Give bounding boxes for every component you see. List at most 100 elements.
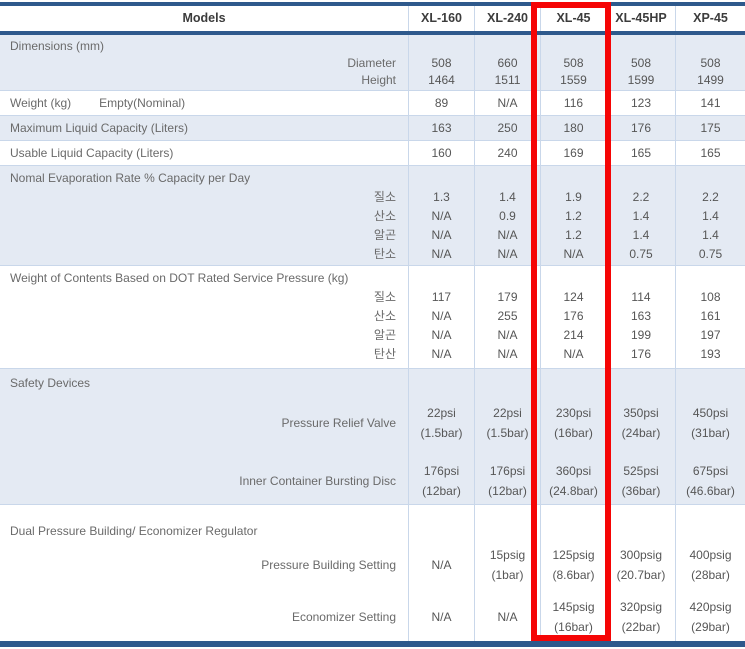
section-title: Safety Devices xyxy=(10,376,91,390)
section-safety-devices: Safety Devices Pressure Relief Valve Inn… xyxy=(0,368,745,504)
cell-value: 145psig (16bar) xyxy=(552,600,595,634)
cell-value: N/A xyxy=(474,91,540,115)
cell-value: 117 xyxy=(431,290,452,304)
table-header-row: Models XL-160 XL-240 XL-45 XL-45HP XP-45 xyxy=(0,6,745,31)
cell-value: N/A xyxy=(431,247,452,261)
cell-value: 230psi (16bar) xyxy=(554,406,593,440)
cell-value: 161 xyxy=(700,309,721,323)
cell-value: N/A xyxy=(431,328,452,342)
cell-value: N/A xyxy=(431,347,452,361)
cell-value: N/A xyxy=(497,347,518,361)
cell-value: 0.75 xyxy=(629,247,653,261)
cell-value: 1499 xyxy=(697,73,724,87)
cell-value: 197 xyxy=(700,328,721,342)
row-label: Weight (kg) xyxy=(10,96,72,110)
row-label: Pressure Building Setting xyxy=(261,558,396,572)
section-title: Dimensions (mm) xyxy=(10,39,105,53)
cell-value: 1511 xyxy=(494,73,521,87)
section-title: Nomal Evaporation Rate % Capacity per Da… xyxy=(10,171,251,185)
models-header-label: Models xyxy=(182,11,226,25)
cell-value: 169 xyxy=(540,141,606,165)
cell-value: 179 xyxy=(497,290,518,304)
cell-value: 165 xyxy=(606,141,675,165)
row-label: 알곤 xyxy=(373,228,396,242)
column-header-xl-45: XL-45 xyxy=(540,6,606,31)
cell-value: 525psi (36bar) xyxy=(621,464,661,498)
cell-value: 1599 xyxy=(627,73,655,87)
cell-value: 160 xyxy=(408,141,474,165)
cell-value: 1559 xyxy=(560,73,587,87)
cell-value: 0.9 xyxy=(499,209,516,223)
cell-value: 15psig (1bar) xyxy=(489,548,526,582)
cell-value: 176psi (12bar) xyxy=(488,464,527,498)
row-weight-empty: Weight (kg) Empty(Nominal) 89 N/A 116 123… xyxy=(0,90,745,115)
row-label: 질소 xyxy=(373,190,396,204)
cell-value: 2.2 xyxy=(632,190,650,204)
row-label: 알곤 xyxy=(373,328,396,342)
row-label: 탄소 xyxy=(373,247,396,261)
cell-value: 1.4 xyxy=(632,228,650,242)
cell-value: 175 xyxy=(675,116,745,140)
cell-value: 199 xyxy=(630,328,652,342)
cell-value: 360psi (24.8bar) xyxy=(549,464,598,498)
cell-value: 114 xyxy=(631,290,651,304)
cell-value: 508 xyxy=(700,56,721,70)
cell-value: 1.3 xyxy=(433,190,450,204)
cell-value: 163 xyxy=(408,116,474,140)
cell-value: 300psig (20.7bar) xyxy=(616,548,666,582)
cell-value: 2.2 xyxy=(702,190,719,204)
cell-value: 214 xyxy=(563,328,584,342)
section-dimensions: Dimensions (mm) Diameter Height 508 1464… xyxy=(0,35,745,90)
cell-value: 450psi (31bar) xyxy=(691,406,730,440)
section-dual-pressure-regulator: Dual Pressure Building/ Economizer Regul… xyxy=(0,504,745,641)
cell-value: 89 xyxy=(408,91,474,115)
top-border-bar xyxy=(0,2,745,6)
column-header-xl-240: XL-240 xyxy=(474,6,540,31)
cell-value: 180 xyxy=(540,116,606,140)
cell-value: N/A xyxy=(431,309,452,323)
bottom-border-bar xyxy=(0,641,745,647)
cell-value: N/A xyxy=(431,558,452,572)
cell-value: N/A xyxy=(497,247,518,261)
cell-value: 1464 xyxy=(428,73,455,87)
cell-value: N/A xyxy=(563,347,584,361)
cell-value: 508 xyxy=(563,56,584,70)
cell-value: 176psi (12bar) xyxy=(422,464,461,498)
cell-value: 22psi (1.5bar) xyxy=(486,406,529,440)
cell-value: N/A xyxy=(497,228,518,242)
column-header-xp-45: XP-45 xyxy=(675,6,745,31)
column-header-xl-160: XL-160 xyxy=(408,6,474,31)
row-label: Height xyxy=(361,73,396,87)
cell-value: 1.2 xyxy=(565,228,582,242)
row-label: 탄산 xyxy=(373,347,396,361)
cell-value: 1.4 xyxy=(702,209,719,223)
row-label: Inner Container Bursting Disc xyxy=(239,474,396,488)
section-title: Weight of Contents Based on DOT Rated Se… xyxy=(10,271,349,285)
cell-value: 163 xyxy=(630,309,652,323)
cell-value: 400psig (28bar) xyxy=(689,548,732,582)
row-label: Pressure Relief Valve xyxy=(281,416,397,430)
cell-value: 508 xyxy=(431,56,452,70)
cell-value: 250 xyxy=(474,116,540,140)
cell-value: N/A xyxy=(497,610,518,624)
cell-value: 1.4 xyxy=(702,228,719,242)
cell-value: 116 xyxy=(540,91,606,115)
row-label: Maximum Liquid Capacity (Liters) xyxy=(10,121,189,135)
cell-value: 0.75 xyxy=(698,247,723,261)
cell-value: N/A xyxy=(431,209,452,223)
cell-value: 1.4 xyxy=(499,190,516,204)
row-label: 산소 xyxy=(373,209,396,223)
cell-value: N/A xyxy=(431,228,452,242)
cell-value: 124 xyxy=(563,290,584,304)
cell-value: 255 xyxy=(497,309,518,323)
cell-value: 508 xyxy=(630,56,652,70)
section-title: Dual Pressure Building/ Economizer Regul… xyxy=(10,524,258,538)
cell-value: 350psi (24bar) xyxy=(621,406,661,440)
section-dot-contents: Weight of Contents Based on DOT Rated Se… xyxy=(0,265,745,368)
cell-value: 240 xyxy=(474,141,540,165)
cell-value: 1.9 xyxy=(565,190,582,204)
cell-value: 165 xyxy=(675,141,745,165)
row-label: Usable Liquid Capacity (Liters) xyxy=(10,146,174,160)
section-evaporation-rate: Nomal Evaporation Rate % Capacity per Da… xyxy=(0,165,745,265)
